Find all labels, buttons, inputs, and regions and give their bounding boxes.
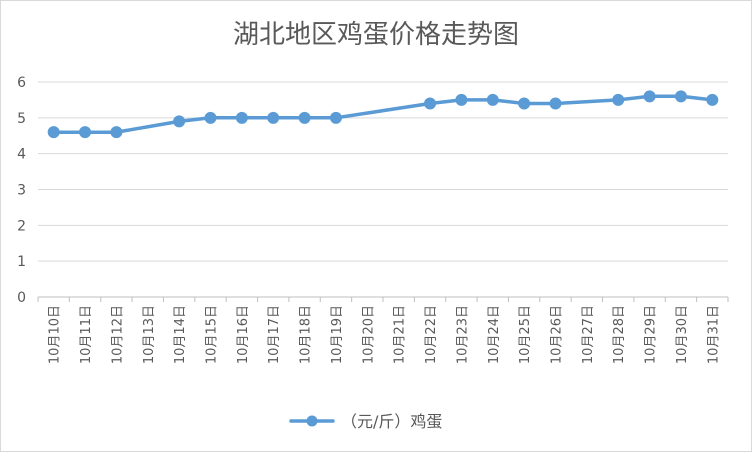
- x-tick-label: 10月16日: [236, 305, 251, 364]
- series-layer: [47, 90, 719, 139]
- x-tick-label: 10月22日: [424, 305, 439, 364]
- y-axis-ticks: 0 1 2 3 4 5 6: [17, 75, 26, 306]
- y-tick-label: 3: [17, 183, 26, 199]
- x-tick-label: 10月14日: [173, 305, 188, 364]
- data-point: [79, 126, 92, 139]
- x-tick-label: 10月31日: [706, 305, 721, 364]
- data-point: [329, 111, 342, 124]
- data-point: [549, 97, 562, 110]
- data-point: [706, 93, 719, 106]
- x-tick-label: 10月17日: [267, 305, 282, 364]
- data-point: [235, 111, 248, 124]
- data-point: [674, 90, 687, 103]
- y-tick-label: 5: [17, 111, 26, 127]
- x-tick-label: 10月10日: [48, 305, 63, 364]
- x-tick-label: 10月30日: [675, 305, 690, 364]
- x-tick-label: 10月28日: [612, 305, 627, 364]
- data-point: [424, 97, 437, 110]
- x-axis-ticks: 10月10日 10月11日 10月12日 10月13日 10月14日 10月15日 10月1…: [48, 305, 722, 364]
- x-tick-label: 10月25日: [518, 305, 533, 364]
- x-tick-label: 10月15日: [205, 305, 220, 364]
- data-point: [486, 93, 499, 106]
- data-point: [110, 126, 123, 139]
- x-tick-label: 10月18日: [299, 305, 314, 364]
- y-tick-label: 0: [17, 290, 26, 306]
- data-point: [298, 111, 311, 124]
- x-tick-label: 10月11日: [79, 305, 94, 364]
- x-tick-label: 10月20日: [361, 305, 376, 364]
- x-tick-label: 10月26日: [550, 305, 565, 364]
- legend-label: （元/斤）鸡蛋: [341, 412, 442, 431]
- y-tick-label: 1: [17, 254, 26, 270]
- y-tick-label: 4: [17, 147, 26, 163]
- data-point: [47, 126, 60, 139]
- data-point: [267, 111, 280, 124]
- x-axis: [37, 296, 729, 302]
- legend: （元/斤）鸡蛋: [289, 412, 442, 431]
- data-point: [643, 90, 656, 103]
- x-tick-label: 10月13日: [142, 305, 157, 364]
- data-point: [518, 97, 531, 110]
- x-tick-label: 10月12日: [110, 305, 125, 364]
- y-tick-label: 2: [17, 218, 26, 234]
- x-tick-label: 10月24日: [487, 305, 502, 364]
- x-tick-label: 10月27日: [581, 305, 596, 364]
- gridlines: [38, 81, 728, 262]
- data-point: [612, 93, 625, 106]
- data-point: [173, 115, 186, 128]
- data-point: [204, 111, 217, 124]
- legend-marker: [306, 415, 318, 427]
- x-tick-label: 10月21日: [393, 305, 408, 364]
- y-tick-label: 6: [17, 75, 26, 91]
- x-tick-label: 10月23日: [455, 305, 470, 364]
- x-tick-label: 10月29日: [644, 305, 659, 364]
- data-point: [455, 93, 468, 106]
- chart-title: 湖北地区鸡蛋价格走势图: [233, 20, 519, 50]
- x-tick-label: 10月19日: [330, 305, 345, 364]
